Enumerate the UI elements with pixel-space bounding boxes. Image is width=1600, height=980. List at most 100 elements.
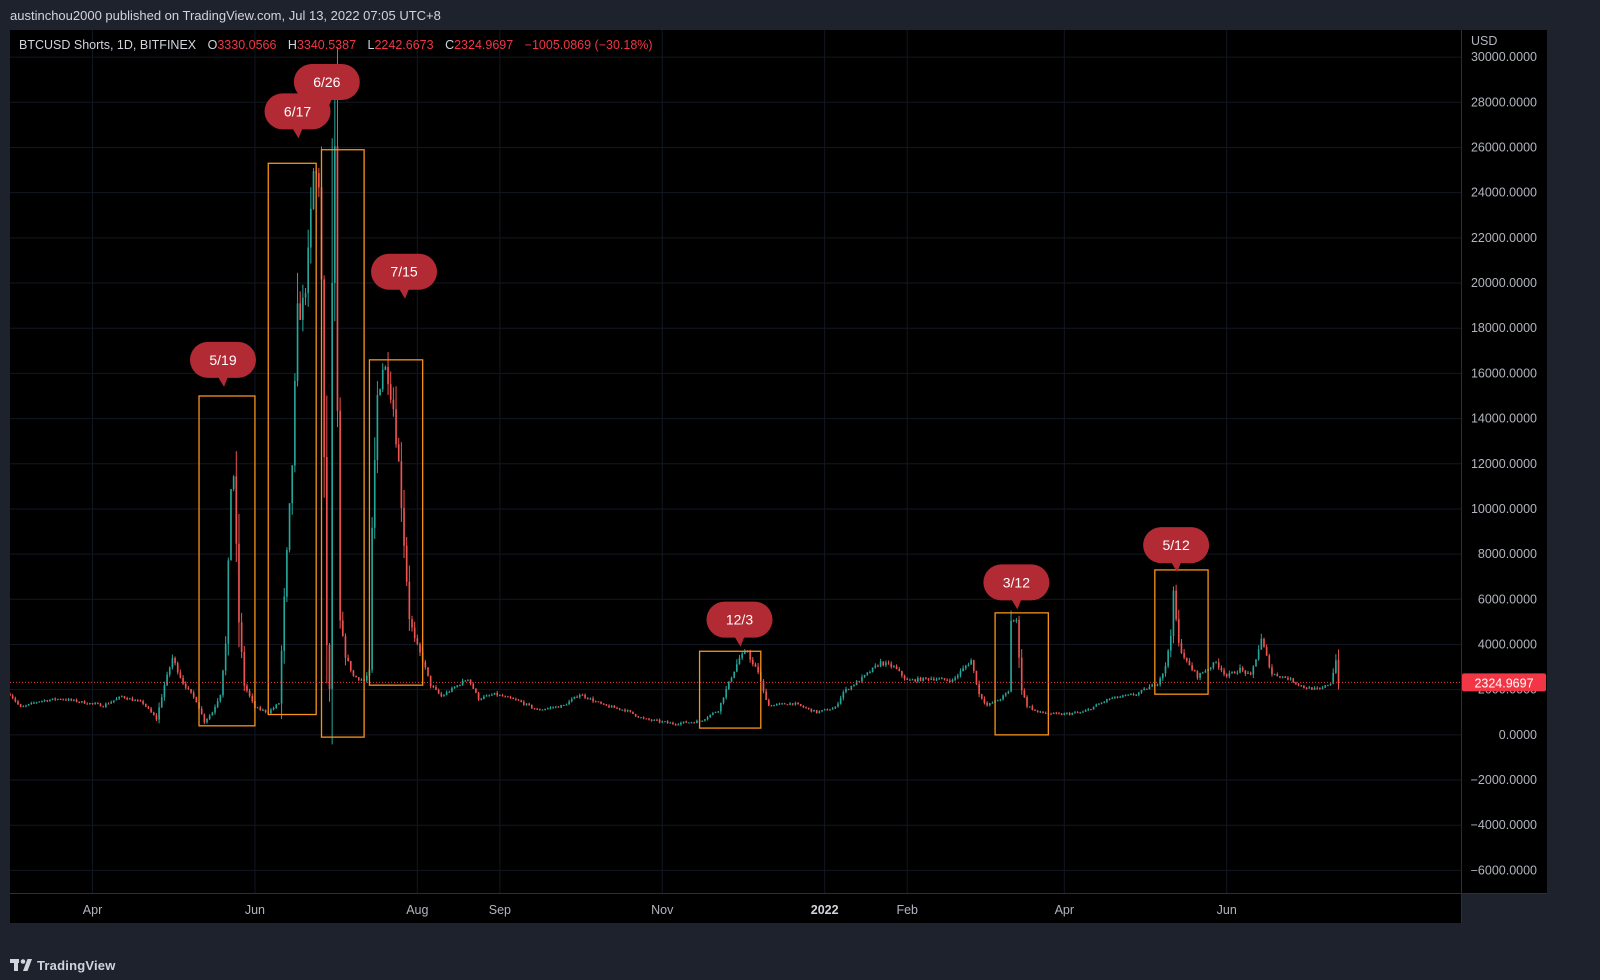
highlight-box [994, 612, 1049, 736]
candle-body [1002, 695, 1004, 700]
candle-body [1111, 697, 1114, 699]
candle-body [51, 698, 54, 700]
candle-body [847, 689, 850, 691]
candle-body [578, 694, 581, 698]
candle-body [123, 696, 126, 699]
candle-body [448, 691, 451, 693]
candle-body [592, 698, 594, 702]
date-callout[interactable]: 6/26 [293, 63, 360, 109]
candle-body [171, 657, 174, 668]
candle-body [139, 700, 142, 702]
candle-body [829, 709, 831, 711]
candle-body [956, 675, 959, 678]
candle-body [1068, 712, 1071, 715]
candle-body [608, 705, 610, 708]
y-tick-label: 6000.0000 [1478, 592, 1537, 606]
candle-body [581, 694, 584, 696]
candle-body [278, 703, 280, 705]
date-callout[interactable]: 7/15 [371, 253, 438, 299]
candle-body [1052, 712, 1055, 714]
candle-body [1191, 665, 1193, 670]
candle-body [46, 700, 49, 702]
candle-body [1146, 688, 1148, 690]
candle-body [1273, 674, 1276, 676]
candle-body [259, 707, 262, 710]
candle-body [325, 457, 328, 645]
candle-body [475, 688, 477, 693]
candle-body [1204, 671, 1207, 673]
date-callout[interactable]: 3/12 [983, 564, 1050, 610]
candle-body [1130, 694, 1132, 696]
y-tick-label: −4000.0000 [1471, 818, 1537, 832]
candle-body [136, 700, 139, 702]
candle-body [1092, 706, 1095, 710]
candle-body [43, 700, 46, 702]
candle-body [214, 706, 216, 713]
y-tick-label: 4000.0000 [1478, 637, 1537, 651]
candlestick-chart[interactable]: 30000.0000 28000.0000 26000.0000 24000.0000… [10, 30, 1547, 923]
candle-body [658, 719, 661, 723]
candle-body [59, 698, 62, 700]
candle-body [751, 659, 754, 665]
candle-body [933, 678, 935, 681]
candle-body [190, 689, 192, 693]
candle-body [512, 698, 515, 700]
candle-body [483, 696, 485, 699]
candle-body [637, 716, 640, 718]
candle-body [629, 710, 632, 712]
candle-body [126, 698, 128, 700]
candle-body [288, 503, 291, 551]
candle-body [94, 703, 97, 705]
y-tick-label: −6000.0000 [1471, 863, 1537, 877]
candle-body [158, 707, 160, 720]
high-value: 3340.5387 [296, 38, 357, 52]
candle-body [834, 706, 837, 709]
date-callout[interactable]: 5/12 [1143, 527, 1210, 573]
candle-body [938, 678, 940, 680]
candle-body [680, 722, 682, 725]
candle-body [576, 696, 578, 698]
candle-body [565, 704, 568, 706]
candle-body [464, 680, 467, 682]
candle-body [925, 677, 927, 679]
date-callout[interactable]: 6/17 [264, 93, 331, 139]
candle-body [168, 667, 171, 675]
candle-body [397, 444, 400, 462]
candle-body [988, 703, 991, 706]
candle-body [717, 711, 720, 713]
candle-body [762, 681, 765, 692]
candle-body [541, 709, 544, 711]
candle-body [1217, 662, 1220, 668]
candle-body [307, 247, 310, 294]
candle-body [1007, 691, 1010, 694]
last-price-label: 2324.9697 [1474, 676, 1533, 690]
symbol-label[interactable]: BTCUSD Shorts, 1D, BITFINEX [19, 38, 197, 52]
tradingview-logo[interactable]: TradingView [10, 958, 116, 973]
candle-body [384, 366, 387, 370]
candle-body [1212, 662, 1215, 668]
date-callout[interactable]: 5/19 [189, 341, 256, 387]
date-callout[interactable]: 12/3 [706, 601, 773, 647]
candle-body [887, 662, 890, 664]
candle-body [765, 691, 767, 701]
candle-body [456, 685, 459, 688]
candle-body [1185, 657, 1188, 661]
candle-body [496, 692, 499, 696]
candle-body [1138, 692, 1140, 695]
candle-body [1265, 646, 1268, 656]
candle-body [523, 701, 525, 705]
candle-body [690, 722, 693, 724]
candle-body [493, 692, 496, 695]
candle-body [360, 679, 363, 681]
candle-body [1084, 710, 1087, 712]
candle-body [365, 675, 368, 681]
candle-body [1036, 710, 1039, 713]
candle-body [810, 708, 813, 712]
candle-body [930, 678, 933, 680]
candle-body [238, 543, 240, 623]
candle-body [283, 596, 286, 651]
candle-body [451, 688, 453, 692]
candle-body [251, 696, 254, 702]
candle-body [286, 550, 288, 597]
candle-body [33, 702, 35, 704]
